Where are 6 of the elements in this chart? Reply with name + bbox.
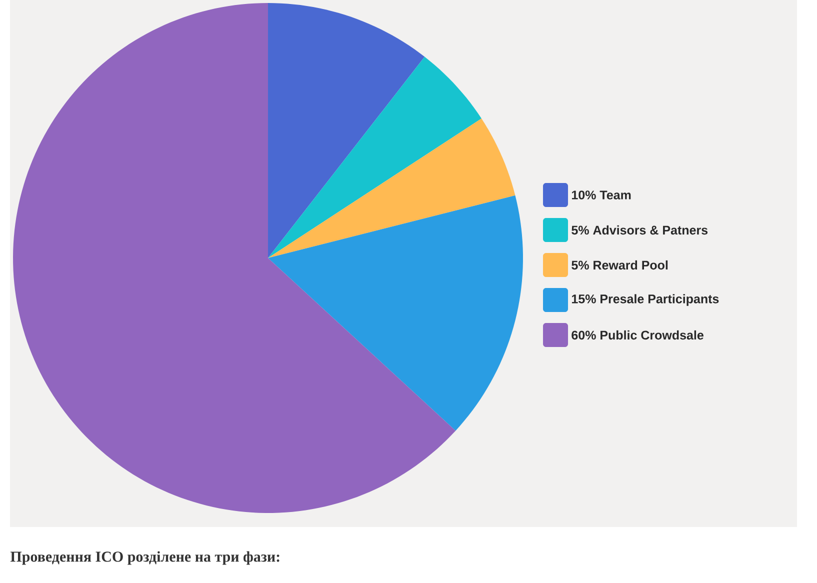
legend-label: 5% Reward Pool: [572, 260, 668, 270]
legend-label: 60% Public Crowdsale: [572, 330, 704, 340]
text: Проведення ICO розділене на три фази:: [10, 551, 280, 565]
legend-label: 15% Presale Participants: [572, 294, 719, 306]
legend-label: 10% Team: [572, 190, 631, 200]
legend-label: 5% Advisors & Patners: [572, 225, 708, 235]
